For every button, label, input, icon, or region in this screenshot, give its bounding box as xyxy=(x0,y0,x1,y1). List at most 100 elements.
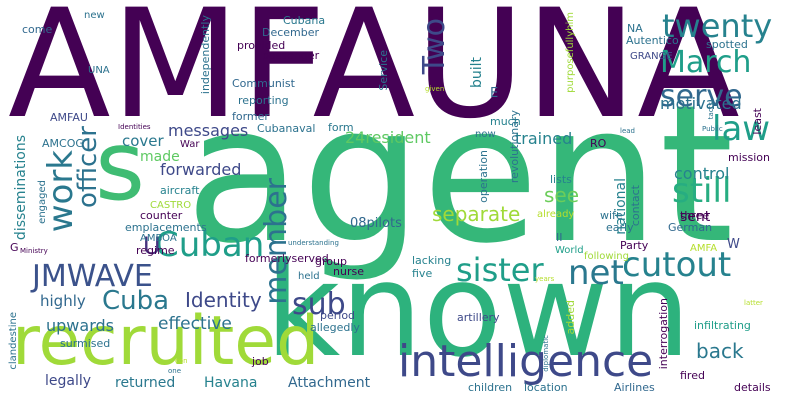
cloud-word: passenger xyxy=(262,49,320,62)
cloud-word: disseminations xyxy=(13,135,29,241)
cloud-word: AMCOG xyxy=(42,137,84,150)
cloud-word: War xyxy=(180,139,200,150)
cloud-word: independently xyxy=(199,15,212,95)
cloud-word: effective xyxy=(158,314,232,334)
cloud-word: Public xyxy=(702,125,723,133)
cloud-word: clandestine xyxy=(8,312,19,370)
cloud-word: lead xyxy=(620,127,635,135)
cloud-word: AMFAU xyxy=(50,111,88,124)
cloud-word: Ministry xyxy=(20,247,48,255)
cloud-word: allegedly xyxy=(310,321,360,334)
cloud-word: held xyxy=(298,271,320,282)
cloud-word: new xyxy=(84,10,105,21)
cloud-word: intelligence xyxy=(398,336,654,387)
cloud-word: latter xyxy=(744,299,763,307)
cloud-word: motivated xyxy=(660,94,742,113)
cloud-word: infiltrating xyxy=(694,319,751,332)
cloud-word: March xyxy=(660,45,752,80)
cloud-word: now xyxy=(475,129,496,140)
cloud-word: diplomatic xyxy=(542,335,550,372)
cloud-word: come xyxy=(22,23,53,36)
cloud-word: Cuban xyxy=(155,225,265,265)
cloud-word: returned xyxy=(115,375,176,391)
cloud-word: trained xyxy=(515,129,573,148)
cloud-word: lists xyxy=(550,173,572,186)
cloud-word: Cubanaval xyxy=(257,122,316,135)
cloud-word: form xyxy=(328,121,354,134)
cloud-word: see xyxy=(544,183,580,207)
cloud-word: Cuba xyxy=(102,286,170,316)
cloud-word: known xyxy=(265,234,691,386)
cloud-word: already xyxy=(537,209,575,220)
cloud-word: tacts xyxy=(707,102,715,120)
cloud-word: JMWAVE xyxy=(32,259,153,294)
cloud-word: back xyxy=(696,339,744,363)
cloud-word: forwarded xyxy=(160,160,242,179)
cloud-word: s xyxy=(95,110,146,222)
cloud-word: W xyxy=(727,237,740,252)
cloud-word: E xyxy=(490,86,499,101)
cloud-word: legally xyxy=(45,373,92,389)
cloud-word: wife xyxy=(600,209,623,222)
cloud-word: children xyxy=(468,381,513,394)
cloud-word: sent xyxy=(680,209,711,225)
cloud-word: built xyxy=(469,57,485,89)
cloud-word: least xyxy=(751,108,764,135)
cloud-word: control xyxy=(674,164,730,183)
cloud-word: operation xyxy=(477,150,490,203)
cloud-word: con xyxy=(175,357,188,365)
cloud-word: regime xyxy=(136,244,175,257)
cloud-word: artillery xyxy=(457,311,500,324)
cloud-word: 08pilots xyxy=(350,216,402,231)
cloud-word: Party xyxy=(620,239,649,252)
cloud-word: U xyxy=(143,232,161,260)
cloud-word: added xyxy=(564,300,577,335)
cloud-word: contact xyxy=(629,185,642,227)
cloud-word: highly xyxy=(40,292,86,310)
cloud-word: provided xyxy=(237,39,286,52)
cloud-word: serve xyxy=(660,79,743,114)
cloud-word: CASTRO xyxy=(150,200,192,211)
cloud-word: job xyxy=(252,355,269,368)
cloud-word: Airlines xyxy=(614,381,655,394)
cloud-word: II xyxy=(556,231,563,244)
cloud-word: GRANGE xyxy=(630,51,673,62)
cloud-word: group xyxy=(315,255,347,268)
cloud-word: December xyxy=(262,26,320,39)
cloud-word: Two xyxy=(417,18,452,75)
cloud-word: sub xyxy=(292,287,346,322)
cloud-word: net xyxy=(568,253,624,293)
cloud-word: AMFAU NA xyxy=(8,0,740,152)
cloud-word: following xyxy=(584,251,629,262)
cloud-word: Service xyxy=(377,50,390,91)
cloud-word: reporting xyxy=(238,94,289,107)
cloud-word: Attachment xyxy=(288,375,371,391)
cloud-word: AMBOA xyxy=(140,233,177,244)
cloud-word: aircraft xyxy=(160,184,200,197)
cloud-word: understanding xyxy=(288,239,339,247)
cloud-word: surmised xyxy=(60,337,111,350)
cloud-word: nurse xyxy=(333,265,364,278)
cloud-word: NA xyxy=(627,22,643,35)
cloud-word: separate xyxy=(432,202,521,226)
cloud-word: cutout xyxy=(622,245,732,285)
cloud-word: given xyxy=(425,85,445,93)
cloud-word: years xyxy=(535,275,555,283)
cloud-word: engaged xyxy=(37,180,48,224)
cloud-word: one xyxy=(168,367,182,375)
cloud-word: location xyxy=(524,381,568,394)
cloud-word: World xyxy=(555,245,584,256)
cloud-word: formerlyserved xyxy=(245,252,329,265)
cloud-word: former xyxy=(232,110,269,123)
cloud-word: Identity xyxy=(185,288,262,312)
cloud-word: twenty xyxy=(662,7,773,45)
cloud-word: Communist xyxy=(232,77,295,90)
cloud-word: early xyxy=(606,221,634,234)
cloud-word: counter xyxy=(140,209,183,222)
cloud-word: three xyxy=(680,209,710,222)
cloud-word: agent xyxy=(185,64,734,285)
cloud-word: RO xyxy=(590,137,607,150)
cloud-word: revolutionary xyxy=(508,110,521,184)
cloud-word: cover xyxy=(122,132,164,150)
cloud-word: mission xyxy=(728,151,770,164)
